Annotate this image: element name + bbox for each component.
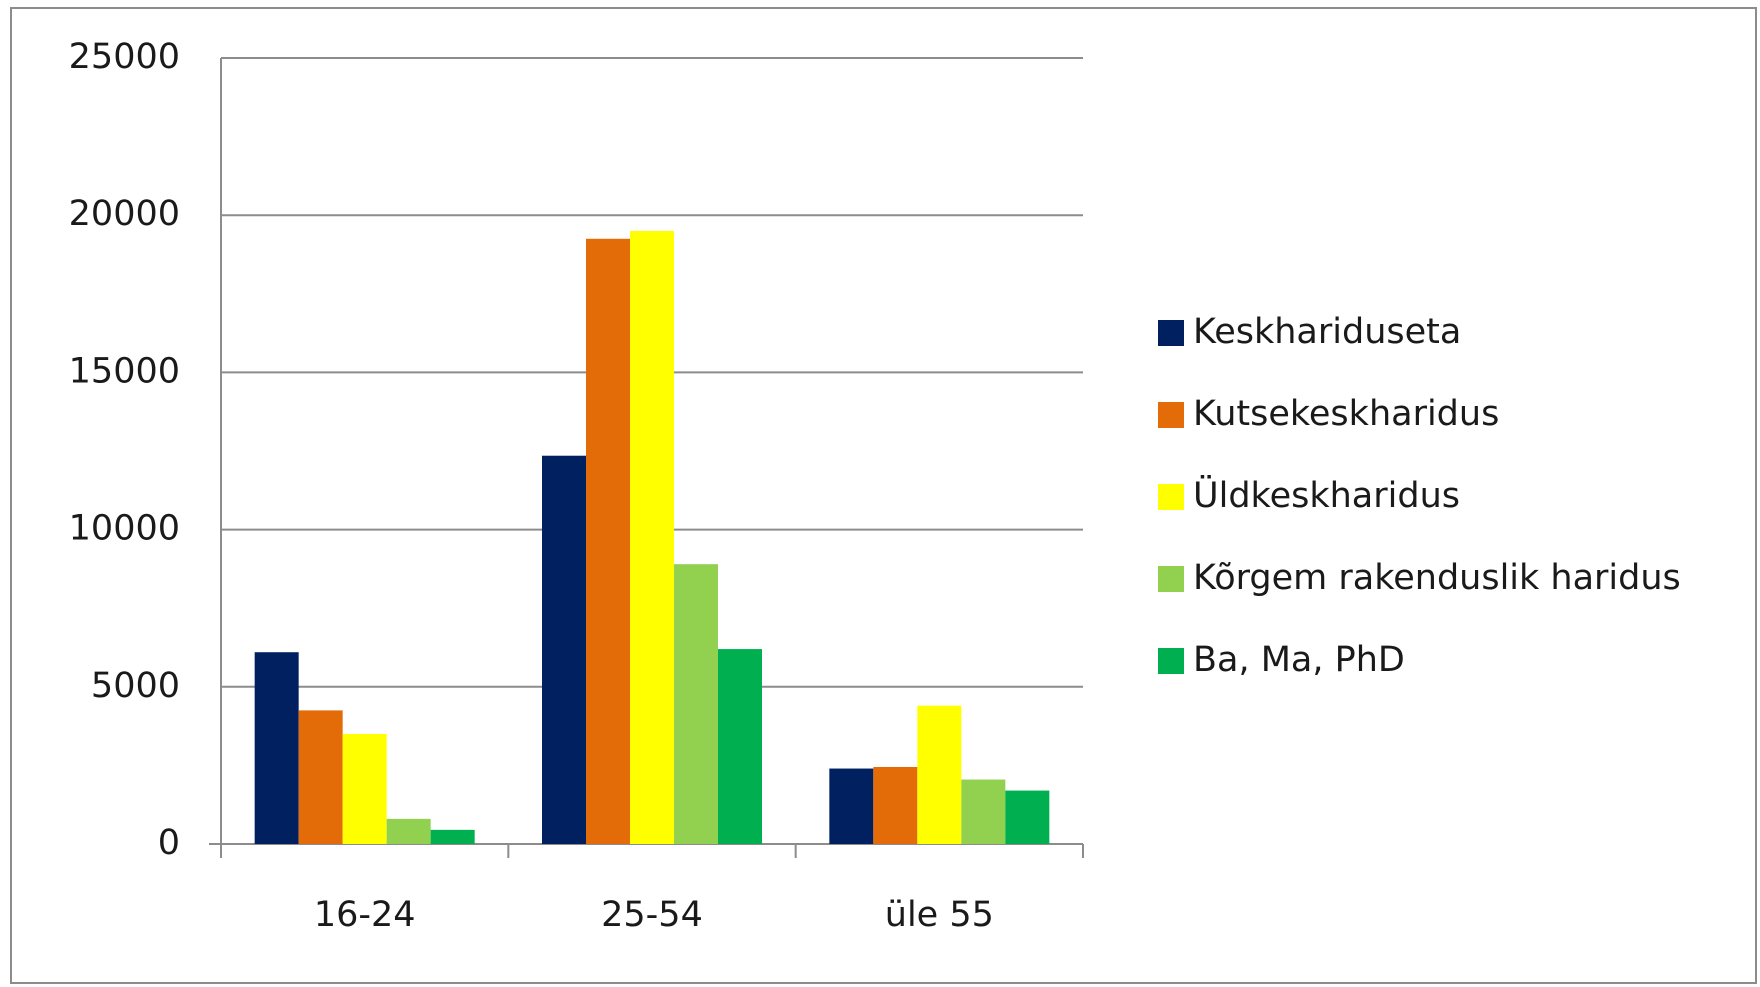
bar bbox=[961, 779, 1006, 844]
legend-swatch bbox=[1158, 566, 1184, 592]
y-tick-label: 0 bbox=[158, 823, 180, 863]
bar bbox=[586, 238, 630, 844]
bar bbox=[386, 818, 431, 844]
legend-swatch bbox=[1158, 402, 1184, 428]
bar bbox=[630, 230, 674, 845]
legend-label: Kutsekeskharidus bbox=[1193, 394, 1499, 434]
bar bbox=[829, 768, 874, 844]
bar bbox=[298, 710, 343, 844]
bar bbox=[430, 829, 475, 844]
bar bbox=[718, 649, 762, 844]
x-tick-label: 16-24 bbox=[314, 895, 416, 935]
bar bbox=[674, 564, 718, 844]
bar bbox=[542, 455, 586, 844]
legend-label: Keskhariduseta bbox=[1193, 312, 1461, 352]
y-tick-label: 25000 bbox=[69, 37, 180, 77]
legend-label: Kõrgem rakenduslik haridus bbox=[1193, 558, 1681, 598]
legend-swatch bbox=[1158, 320, 1184, 346]
bar bbox=[917, 705, 962, 844]
bar bbox=[342, 733, 387, 844]
legend-label: Ba, Ma, PhD bbox=[1193, 640, 1405, 680]
bar bbox=[1005, 790, 1050, 844]
x-tick-label: 25-54 bbox=[601, 895, 703, 935]
y-tick-label: 20000 bbox=[69, 194, 180, 234]
legend-swatch bbox=[1158, 484, 1184, 510]
y-tick-label: 15000 bbox=[69, 351, 180, 391]
x-tick-label: üle 55 bbox=[885, 895, 994, 935]
legend-label: Üldkeskharidus bbox=[1193, 474, 1460, 516]
legend-swatch bbox=[1158, 648, 1184, 674]
y-tick-label: 5000 bbox=[91, 666, 180, 706]
bar bbox=[254, 652, 299, 844]
bar bbox=[873, 766, 918, 844]
y-tick-label: 10000 bbox=[69, 509, 180, 549]
